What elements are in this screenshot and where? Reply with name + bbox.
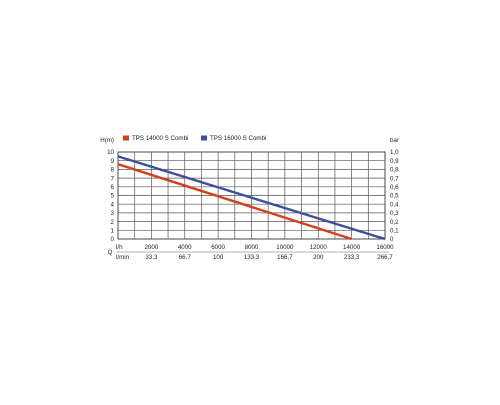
series-line-2	[117, 155, 386, 241]
y2-tick-label: 0,9	[390, 158, 399, 165]
legend-label-2: TPS 16000 S Combi	[210, 135, 266, 142]
y-tick-label: 2	[111, 219, 115, 226]
y2-tick-label: 0,2	[390, 219, 399, 226]
y-tick-label: 8	[111, 167, 115, 174]
y-tick-label: 3	[111, 210, 115, 217]
x2-tick-label: 33,3	[145, 254, 158, 261]
y-tick-label: 9	[111, 158, 115, 165]
series-line-1	[117, 163, 352, 241]
x-tick-label: 14000	[343, 244, 361, 251]
y2-tick-label: 1,0	[390, 149, 399, 156]
plot-frame	[117, 151, 386, 240]
series-lines	[117, 155, 386, 241]
y2-tick-label: 0,1	[390, 228, 399, 235]
legend-swatch-2	[201, 135, 207, 141]
q-label: Q	[108, 249, 113, 256]
legend-label-1: TPS 14000 S Combi	[132, 135, 188, 142]
y-tick-label: 10	[107, 149, 114, 156]
x2-tick-label: 66,7	[179, 254, 192, 261]
x2-tick-label: 233,3	[344, 254, 360, 261]
x2-tick-label: 100	[213, 254, 224, 261]
y-axis-label: H(m)	[100, 137, 114, 144]
x2-tick-label: 200	[313, 254, 324, 261]
x-unit-label: l/h	[116, 244, 123, 251]
axes: 01234567891000,10,20,30,40,50,60,70,80,9…	[100, 137, 399, 261]
y-tick-label: 6	[111, 184, 115, 191]
y-tick-label: 5	[111, 193, 115, 200]
x2-tick-label: 266,7	[377, 254, 393, 261]
y2-tick-label: 0,7	[390, 175, 399, 182]
y-tick-label: 7	[111, 175, 115, 182]
legend: TPS 14000 S Combi TPS 16000 S Combi	[123, 135, 266, 142]
y2-tick-label: 0,6	[390, 184, 399, 191]
y2-tick-label: 0	[390, 236, 394, 243]
x-tick-label: 8000	[245, 244, 259, 251]
y2-tick-label: 0,8	[390, 167, 399, 174]
y2-tick-label: 0,3	[390, 210, 399, 217]
x2-unit-label: l/min	[116, 254, 130, 261]
x2-tick-label: 166,7	[277, 254, 293, 261]
legend-swatch-1	[123, 135, 129, 141]
x-tick-label: 12000	[310, 244, 328, 251]
y2-tick-label: 0,5	[390, 193, 399, 200]
x-tick-label: 4000	[178, 244, 192, 251]
x-tick-label: 10000	[276, 244, 294, 251]
x-tick-label: 6000	[211, 244, 225, 251]
x2-tick-label: 133,3	[244, 254, 260, 261]
y2-tick-label: 0,4	[390, 201, 399, 208]
y-tick-label: 0	[111, 236, 115, 243]
y-tick-label: 4	[111, 201, 115, 208]
y-tick-label: 1	[111, 228, 115, 235]
x-tick-label: 16000	[376, 244, 394, 251]
y2-axis-label: bar	[390, 137, 399, 144]
x-tick-label: 2000	[144, 244, 158, 251]
